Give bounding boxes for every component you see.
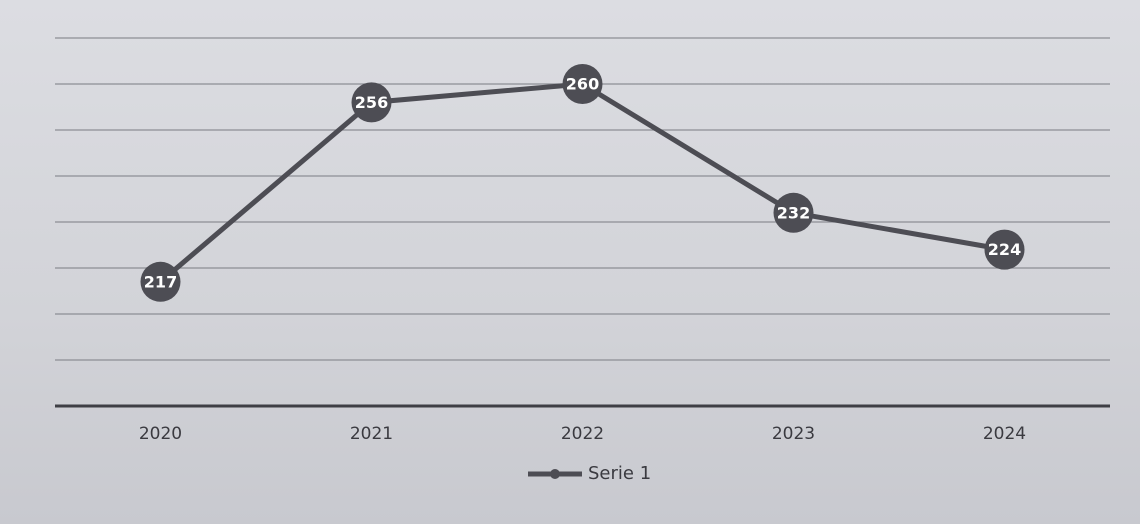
x-tick-label: 2020: [139, 424, 182, 444]
line: [158, 81, 1005, 284]
legend-label: Serie 1: [588, 463, 651, 484]
marker: [984, 229, 1025, 270]
marker: [140, 261, 181, 302]
marker: [351, 82, 392, 123]
x-tick-label: 2021: [350, 424, 393, 444]
data-label: 256: [355, 93, 388, 112]
marker: [562, 64, 603, 104]
data-label: 232: [777, 203, 810, 222]
legend-marker: [550, 469, 560, 479]
data-label: 217: [144, 272, 177, 291]
data-label: 260: [566, 75, 599, 94]
data-label: 224: [988, 240, 1021, 259]
x-tick-label: 2024: [983, 424, 1026, 444]
marker: [773, 192, 814, 233]
x-tick-label: 2022: [561, 424, 604, 444]
x-tick-label: 2023: [772, 424, 815, 444]
